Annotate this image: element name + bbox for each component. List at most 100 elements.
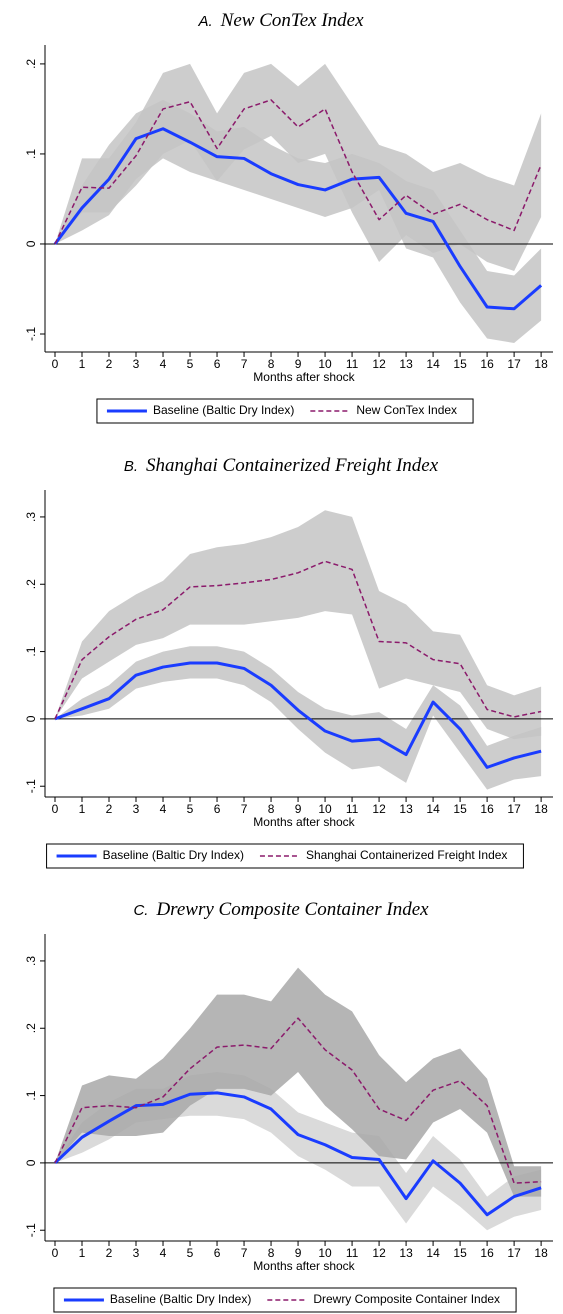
series-line [54, 1017, 542, 1184]
legend-box [96, 398, 474, 424]
panel-letter: B. [124, 458, 138, 475]
x-tick-label: 10 [318, 357, 332, 371]
series-line [53, 127, 543, 311]
panel: A. New ConTex Index-.10.1.20 1 2 3 4 5 6 7 8 9 10 11… [24, 10, 553, 424]
x-tick-label: 4 [160, 1246, 167, 1260]
series-line [54, 560, 542, 720]
x-tick-label: 0 [52, 357, 59, 371]
x-tick-label: 1 [79, 802, 86, 816]
x-tick-label: 4 [160, 357, 167, 371]
panel-title-text: New ConTex Index [220, 10, 364, 31]
x-tick-label: 17 [507, 357, 521, 371]
x-tick-label: 10 [318, 1246, 332, 1260]
x-tick-label: 5 [187, 1246, 194, 1260]
legend-box [53, 1287, 517, 1313]
panel-letter: C. [133, 902, 148, 919]
x-tick-label: 16 [480, 1246, 494, 1260]
series-line [54, 99, 542, 245]
x-tick-label: 9 [295, 802, 302, 816]
y-tick-label: 0 [24, 715, 38, 722]
panel-title: A. New ConTex Index [197, 10, 364, 31]
x-tick-label: 10 [318, 802, 332, 816]
panel-title: C. Drewry Composite Container Index [133, 899, 429, 920]
x-axis-label: Months after shock [253, 370, 355, 384]
x-tick-label: 1 [79, 1246, 86, 1260]
legend-label: Baseline (Baltic Dry Index) [110, 1292, 251, 1306]
x-axis-label: Months after shock [253, 1259, 355, 1273]
legend: Baseline (Baltic Dry Index) Shanghai Cont… [46, 843, 524, 869]
x-tick-label: 16 [480, 357, 494, 371]
y-tick-label: .1 [24, 149, 38, 159]
x-tick-label: 3 [133, 357, 140, 371]
y-tick-label: .2 [24, 59, 38, 69]
confidence-band [54, 510, 542, 740]
series-line [53, 1091, 542, 1217]
x-tick-label: 9 [295, 357, 302, 371]
x-tick-label: 2 [106, 357, 113, 371]
panel: C. Drewry Composite Container Index -.1 0 .1… [24, 899, 553, 1313]
legend-label: Baseline (Baltic Dry Index) [103, 848, 244, 862]
confidence-band [54, 646, 542, 790]
x-tick-label: 2 [106, 802, 113, 816]
x-tick-label: 5 [187, 802, 194, 816]
y-tick-label: -.1 [24, 327, 38, 341]
x-axis-label: Months after shock [253, 815, 355, 829]
x-tick-label: 11 [346, 357, 359, 371]
x-tick-label: 7 [241, 357, 248, 371]
x-tick-label: 8 [268, 357, 275, 371]
legend-label: New ConTex Index [356, 403, 457, 417]
x-tick-label: 17 [507, 802, 521, 816]
series-line [54, 661, 542, 769]
x-tick-label: 18 [534, 1246, 548, 1260]
x-tick-label: 0 [52, 1246, 59, 1260]
panel: B. Shanghai Containerized Freight Index -.… [24, 455, 553, 869]
x-tick-label: 15 [453, 357, 467, 371]
y-tick-label: .3 [24, 512, 38, 522]
y-tick-label: 0 [24, 1159, 38, 1166]
y-tick-label: .3 [24, 956, 38, 966]
x-tick-label: 12 [372, 357, 386, 371]
legend: Baseline (Baltic Dry Index) New ConTex In… [96, 398, 474, 424]
x-tick-label: 15 [453, 802, 467, 816]
x-tick-label: 5 [187, 357, 194, 371]
x-tick-label: 12 [372, 802, 386, 816]
x-tick-label: 11 [346, 1246, 359, 1260]
x-tick-label: 3 [133, 802, 140, 816]
x-tick-label: 18 [534, 802, 548, 816]
x-tick-label: 14 [426, 802, 440, 816]
x-tick-label: 13 [399, 357, 413, 371]
y-tick-label: 0 [24, 240, 38, 247]
y-tick-label: -.1 [24, 779, 38, 793]
x-tick-label: 13 [399, 1246, 413, 1260]
x-tick-label: 11 [346, 802, 359, 816]
y-tick-label: .2 [24, 1023, 38, 1033]
x-tick-label: 8 [268, 1246, 275, 1260]
confidence-band [54, 967, 542, 1197]
x-tick-label: 15 [453, 1246, 467, 1260]
y-tick-label: -.1 [24, 1223, 38, 1237]
confidence-band [54, 63, 542, 271]
panel-letter: A. [197, 13, 212, 30]
x-tick-label: 3 [133, 1246, 140, 1260]
x-tick-label: 1 [79, 357, 86, 371]
x-tick-label: 16 [480, 802, 494, 816]
x-tick-label: 13 [399, 802, 413, 816]
x-tick-label: 14 [426, 357, 440, 371]
x-tick-label: 6 [214, 802, 221, 816]
x-tick-label: 12 [372, 1246, 386, 1260]
confidence-band [54, 99, 542, 343]
x-tick-label: 7 [241, 1246, 248, 1260]
x-tick-label: 2 [106, 1246, 113, 1260]
legend-label: Drewry Composite Container Index [313, 1292, 500, 1306]
y-tick-label: .2 [24, 579, 38, 589]
legend-label: Shanghai Containerized Freight Index [306, 848, 507, 862]
y-tick-label: .1 [24, 1090, 38, 1100]
legend-label: Baseline (Baltic Dry Index) [153, 403, 294, 417]
x-tick-label: 14 [426, 1246, 440, 1260]
x-tick-label: 6 [214, 1246, 221, 1260]
x-tick-label: 6 [214, 357, 221, 371]
x-tick-label: 18 [534, 357, 548, 371]
panel-title-text: Shanghai Containerized Freight Index [146, 455, 439, 476]
x-tick-label: 0 [52, 802, 59, 816]
x-tick-label: 17 [507, 1246, 521, 1260]
